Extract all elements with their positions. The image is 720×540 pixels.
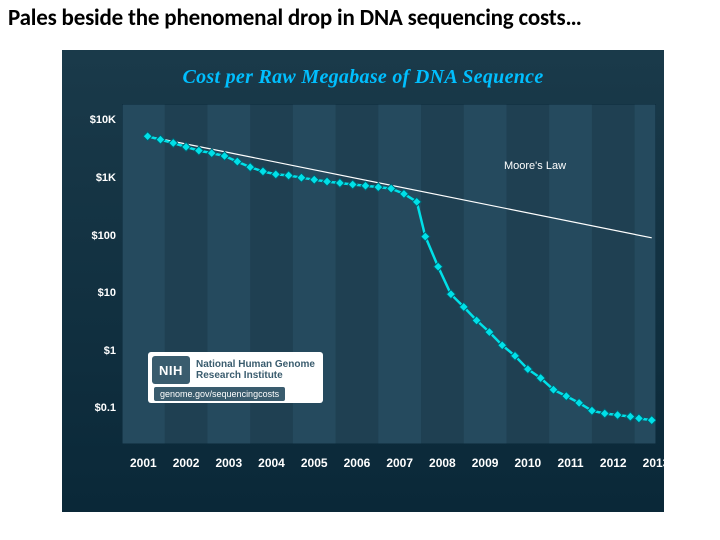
x-tick: 2011 (553, 456, 589, 470)
nih-text: National Human Genome Research Institute (196, 359, 315, 381)
x-tick: 2012 (595, 456, 631, 470)
nih-line2: Research Institute (196, 370, 315, 381)
x-tick: 2003 (211, 456, 247, 470)
slide-headline: Pales beside the phenomenal drop in DNA … (8, 4, 712, 32)
y-tick: $10 (72, 287, 116, 299)
x-tick: 2010 (510, 456, 546, 470)
nih-top-row: NIH National Human Genome Research Insti… (152, 356, 315, 384)
nih-line1: National Human Genome (196, 359, 315, 370)
y-tick: $1K (72, 172, 116, 184)
slide: Pales beside the phenomenal drop in DNA … (0, 0, 720, 540)
x-tick: 2008 (424, 456, 460, 470)
y-tick: $0.1 (72, 402, 116, 414)
x-tick: 2004 (254, 456, 290, 470)
x-tick: 2013 (638, 456, 664, 470)
x-tick: 2002 (168, 456, 204, 470)
x-tick: 2001 (125, 456, 161, 470)
y-tick: $1 (72, 345, 116, 357)
nih-attribution-box: NIH National Human Genome Research Insti… (148, 352, 323, 403)
moores-law-label: Moore's Law (504, 160, 566, 172)
x-tick: 2005 (296, 456, 332, 470)
nih-logo: NIH (152, 356, 190, 384)
x-tick: 2009 (467, 456, 503, 470)
nih-url: genome.gov/sequencingcosts (154, 387, 285, 401)
x-tick: 2007 (382, 456, 418, 470)
x-tick: 2006 (339, 456, 375, 470)
chart-title: Cost per Raw Megabase of DNA Sequence (62, 66, 664, 89)
y-tick: $10K (72, 114, 116, 126)
chart-frame: Cost per Raw Megabase of DNA Sequence $1… (62, 50, 664, 512)
y-tick: $100 (72, 230, 116, 242)
